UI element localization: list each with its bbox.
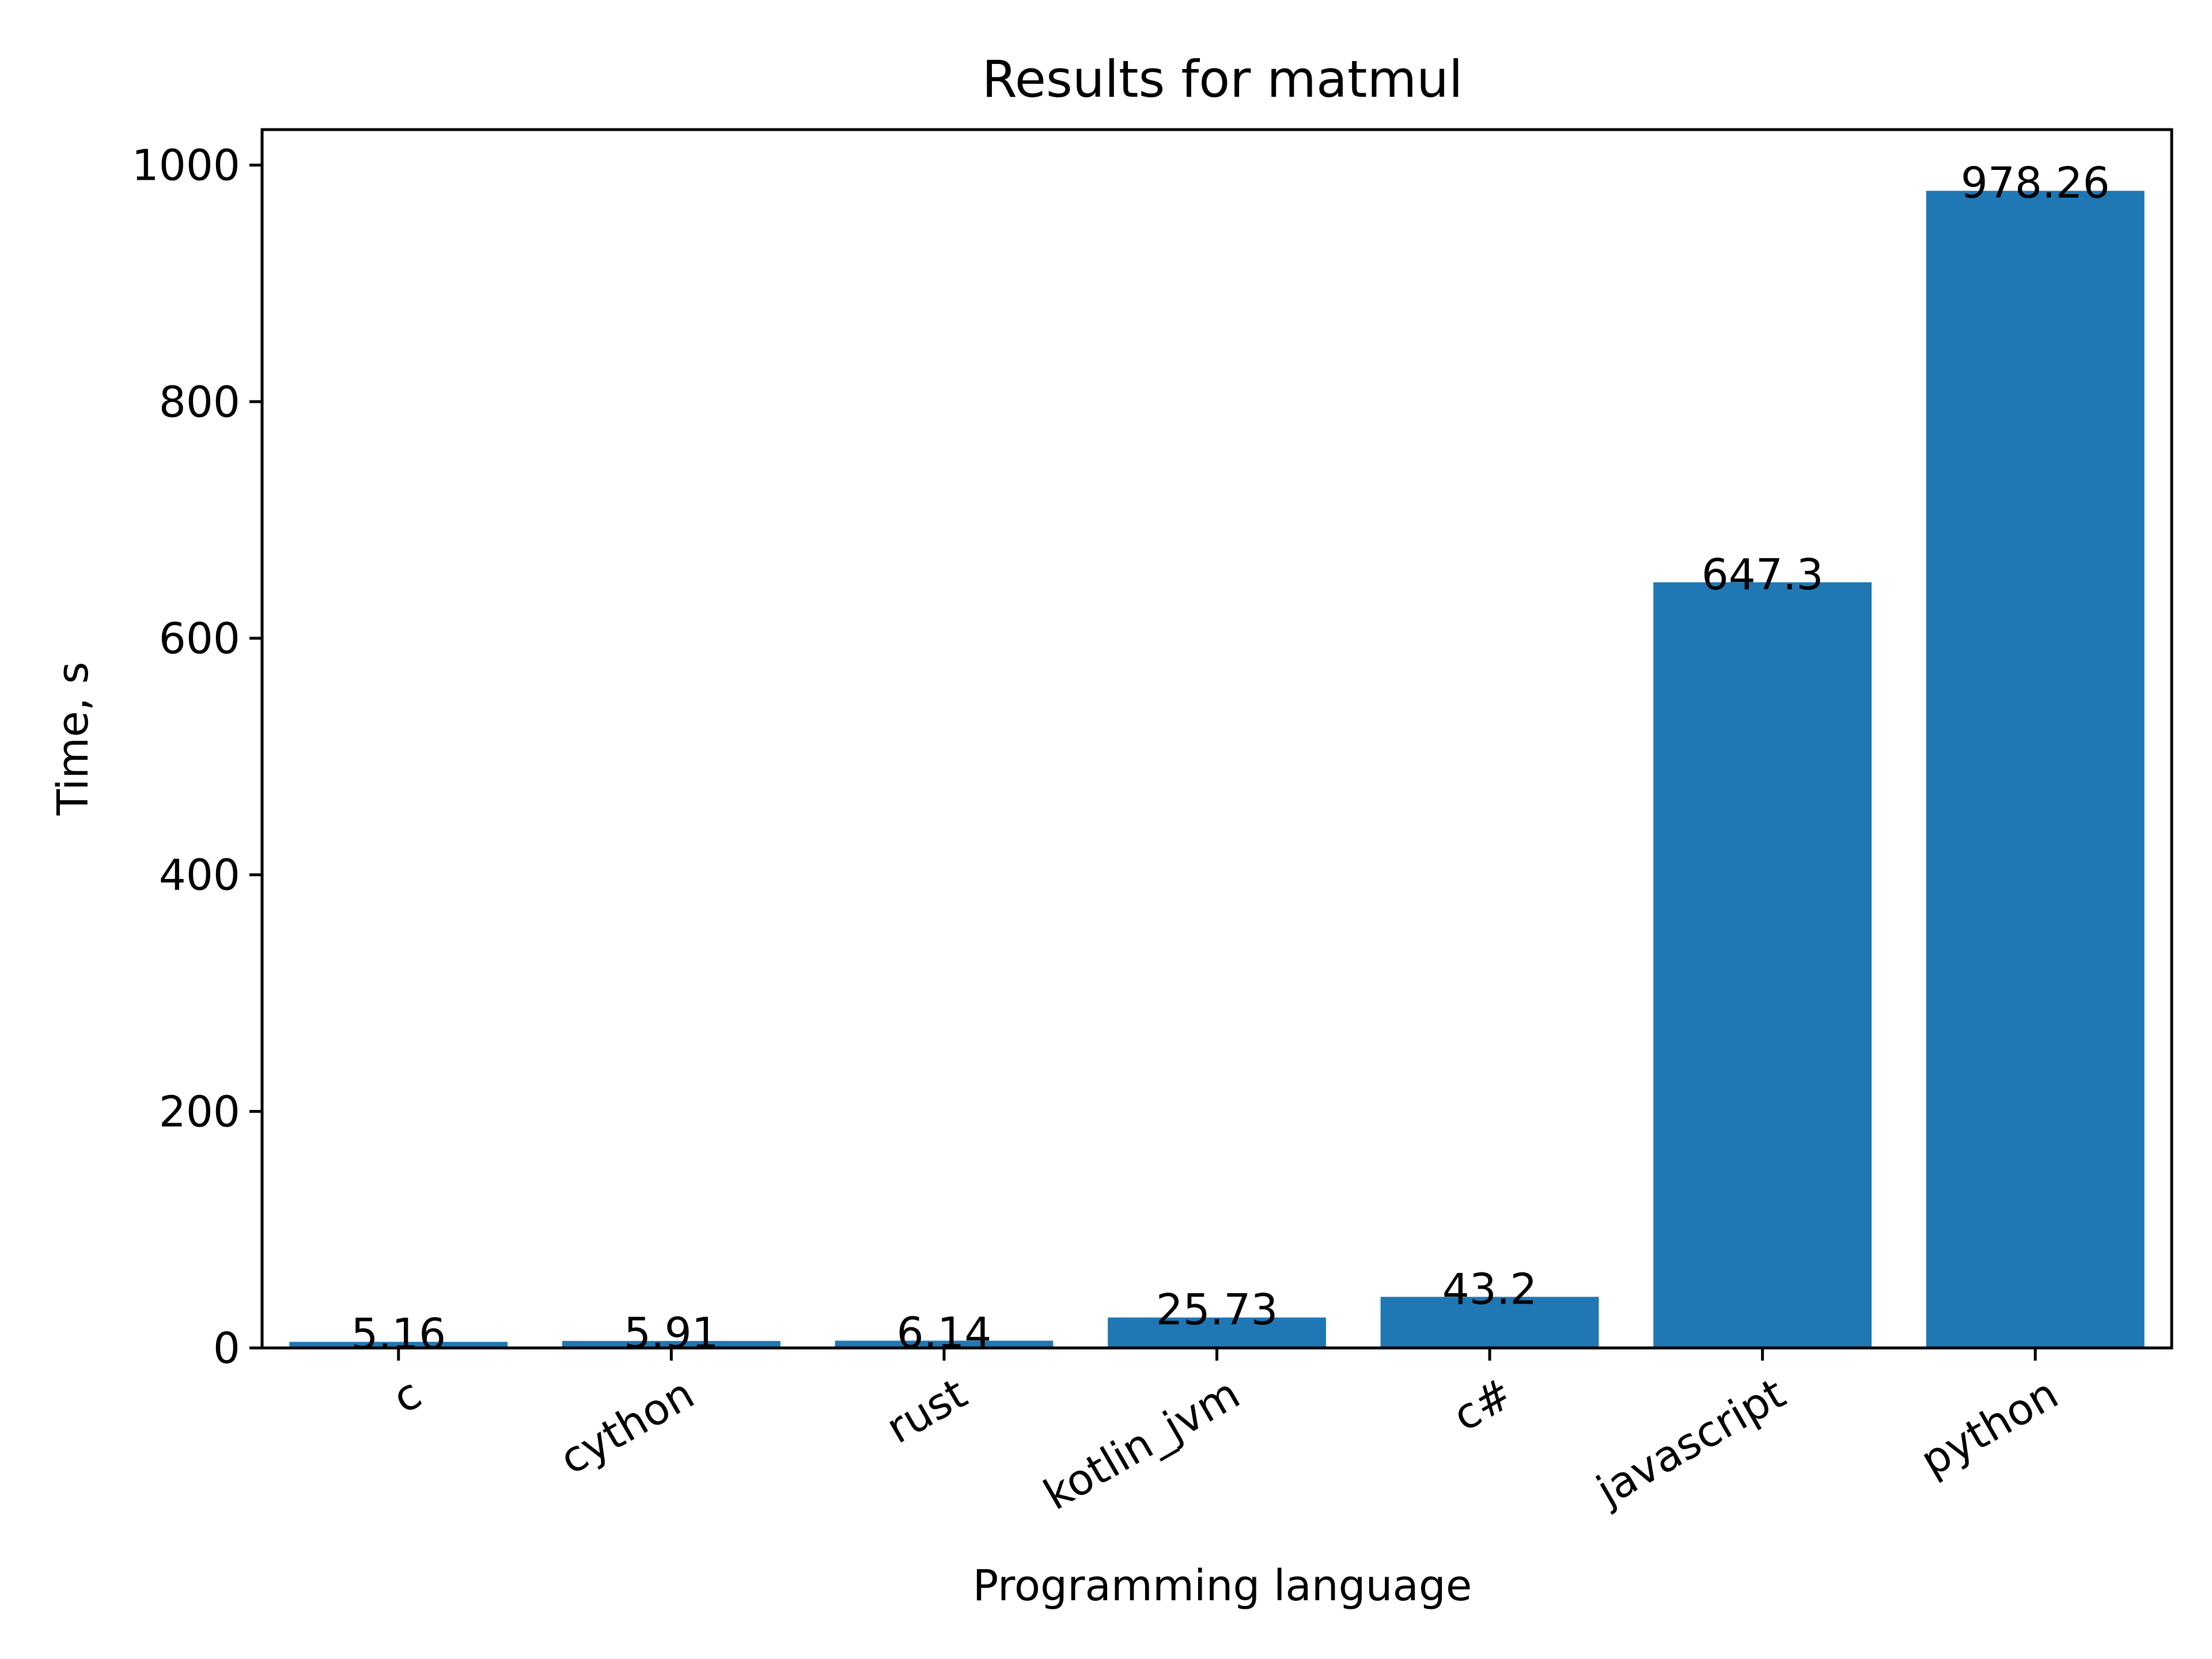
y-axis-label: Time, s	[48, 662, 98, 816]
bar-python	[1926, 191, 2145, 1349]
x-axis-label: Programming language	[973, 1561, 1472, 1611]
y-tick-label-400: 400	[159, 851, 240, 900]
chart-title: Results for matmul	[982, 50, 1463, 109]
bar-javascript	[1653, 582, 1872, 1348]
y-tick-label-800: 800	[159, 377, 240, 427]
y-tick-label-1000: 1000	[132, 141, 240, 191]
data-label-python: 978.26	[1961, 158, 2110, 208]
bar-rust	[835, 1340, 1054, 1348]
y-tick-label-600: 600	[159, 614, 240, 664]
bars-group	[289, 191, 2145, 1349]
y-axis: 0 200 400 600 800 1000	[132, 141, 262, 1373]
bar-kotlin_jvm	[1108, 1317, 1326, 1348]
y-tick-label-0: 0	[213, 1324, 240, 1373]
bar-c#	[1380, 1297, 1599, 1348]
data-label-c#: 43.2	[1442, 1264, 1537, 1314]
plot-frame	[260, 128, 2173, 1350]
data-label-javascript: 647.3	[1702, 550, 1824, 600]
bar-c	[289, 1342, 508, 1348]
y-tick-label-200: 200	[159, 1087, 240, 1137]
data-label-kotlin_jvm: 25.73	[1156, 1285, 1278, 1335]
bar-cython	[562, 1340, 781, 1348]
